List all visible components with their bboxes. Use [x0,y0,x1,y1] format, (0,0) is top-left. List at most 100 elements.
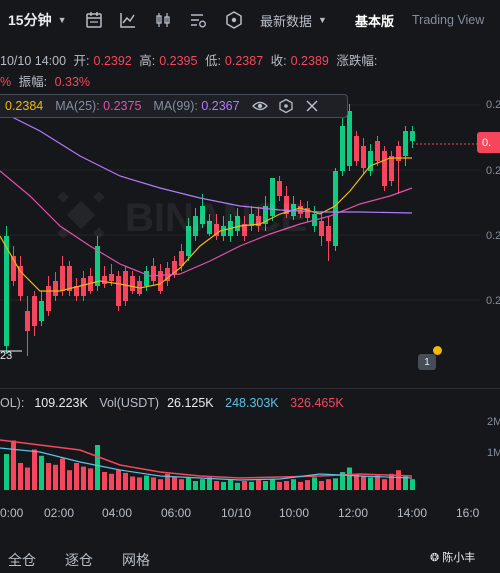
volume-bar [25,467,30,490]
candle-body [326,226,331,241]
candle-body [242,224,247,236]
candle-body [382,151,387,186]
bottom-tabs: 全仓 逐仓 网格 [0,540,500,573]
volume-bar [347,467,352,490]
binance-watermark-logo: BINANCE [57,191,307,240]
candle-body [410,131,415,141]
volume-bar [263,481,268,490]
volume-bar [39,455,44,490]
volume-ma-cyan-line [0,447,413,481]
close-icon[interactable] [304,98,320,114]
volume-bar [277,481,282,490]
settings-hex-icon[interactable] [278,98,294,114]
volume-bar [130,476,135,490]
volume-bar [340,472,345,490]
candle-body [347,111,352,166]
line-chart-icon[interactable] [118,0,138,40]
volume-bar [151,477,156,490]
tab-grid[interactable]: 网格 [122,552,150,568]
volume-bar [95,445,100,490]
close-label: 收: [270,54,287,68]
volume-bar [396,470,401,490]
tab-trading-view[interactable]: Trading View [412,13,485,27]
volume-bar [172,476,177,490]
volume-bar [389,473,394,490]
volume-bar [354,473,359,490]
candle-body [193,216,198,236]
indicator-badge-button[interactable]: 1 [418,354,436,370]
volume-bar [305,480,310,490]
candle-body [200,206,205,224]
candle-body [158,271,163,291]
candle-body [116,276,121,306]
candle-body [130,276,135,291]
volume-bar [158,479,163,490]
calendar-icon[interactable] [84,0,104,40]
volume-bar [235,482,240,490]
candle-body [151,266,156,281]
indicator-icon[interactable] [224,0,244,40]
price-axis-tick: 0.2 [486,99,500,111]
chart-toolbar: 15分钟 ▼ 最新数据 ▼ 基本版 Trading View [0,0,500,40]
tab-isolated-margin[interactable]: 逐仓 [65,552,93,568]
volume-bar [74,463,79,490]
volume-bar [109,473,114,490]
candlestick-icon[interactable] [153,0,173,40]
change-label: 涨跌幅: [336,54,378,68]
candle-body [74,286,79,296]
time-axis-tick: 14:00 [397,506,428,520]
author-name: 陈小丰 [442,552,476,564]
candle-body [207,221,212,234]
candle-body [46,286,51,311]
volume-bar [144,475,149,490]
time-axis-tick: 0:00 [0,506,24,520]
price-axis-tick: 0.2 [486,230,500,242]
vol-value: 109.223K [34,396,88,410]
volume-bar [410,479,415,490]
volume-chart[interactable] [0,410,500,495]
latest-data-dropdown[interactable]: 最新数据 ▼ [260,0,327,40]
volume-bar [67,470,72,490]
volume-bar [228,479,233,490]
chart-settings-icon[interactable] [188,0,208,40]
volume-bar [319,481,324,490]
eye-icon[interactable] [251,98,268,114]
amplitude-label: 振幅: [18,75,48,89]
candle-body [60,266,65,291]
candle-body [284,196,289,214]
interval-selector[interactable]: 15分钟 ▼ [8,0,67,40]
volume-bar [298,481,303,490]
candle-body [172,261,177,274]
heart-icon: ❂ [430,552,440,564]
time-axis-tick: 04:00 [102,506,133,520]
volume-bar [403,476,408,490]
candle-body [270,178,275,216]
candle-body [298,206,303,214]
price-axis-tick: 0.2 [486,165,500,177]
ma99-label: MA(99): [153,99,198,113]
candle-body [81,278,86,296]
candle-body [18,266,23,296]
volume-ma-pink-line [0,439,413,479]
volume-bar [193,481,198,490]
tab-cross-margin[interactable]: 全仓 [8,552,36,568]
candle-body [32,296,37,326]
low-label: 低: [204,54,221,68]
volume-bar [116,470,121,490]
chevron-down-icon: ▼ [57,15,67,25]
notification-dot [433,346,442,355]
volume-bar [102,472,107,490]
vol-usdt-value: 26.125K [167,396,214,410]
volume-bar [375,475,380,490]
tab-basic-version[interactable]: 基本版 [355,13,395,29]
volume-bar [256,480,261,490]
volume-bar [242,481,247,490]
volume-axis-tick: 1M [487,447,500,459]
volume-bar [249,481,254,490]
candle-body [361,146,366,168]
candle-body [235,216,240,231]
candle-body [11,256,16,281]
time-axis-tick: 12:00 [338,506,369,520]
ma25-line [0,170,413,277]
time-axis-tick: 06:00 [161,506,192,520]
